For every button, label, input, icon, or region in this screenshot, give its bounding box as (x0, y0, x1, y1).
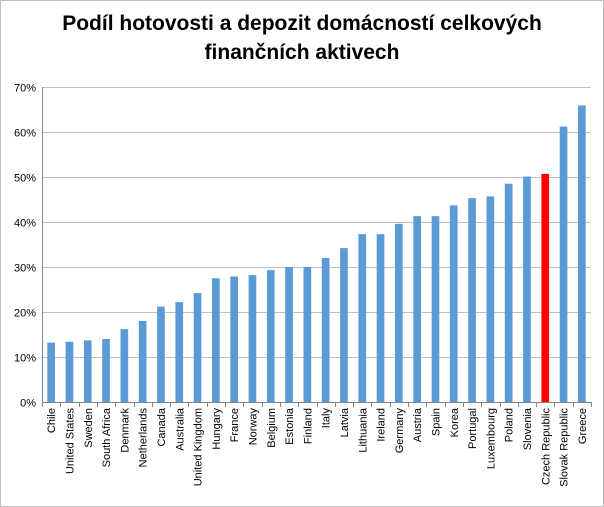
bars (47, 105, 586, 402)
x-category-label: Canada (156, 407, 168, 446)
x-category-label: Portugal (467, 408, 479, 449)
y-tick-label: 60% (14, 128, 36, 140)
bar (395, 223, 403, 402)
bar (504, 183, 513, 402)
chart-title: Podíl hotovosti a depozit domácností cel… (1, 9, 603, 67)
bar (578, 105, 586, 402)
bar (413, 216, 421, 402)
x-category-label: United States (64, 408, 76, 475)
x-category-label: Italy (321, 408, 333, 429)
bar (138, 321, 147, 402)
x-category-label: Greece (577, 408, 589, 444)
axes (42, 87, 592, 407)
x-category-label: Sweden (83, 408, 95, 448)
bar (358, 234, 367, 402)
bar (230, 276, 238, 402)
x-axis-category-labels: Chile United States Sweden South Africa Denm… (46, 407, 589, 487)
bar (65, 341, 74, 402)
x-category-label: Spain (430, 408, 442, 436)
x-category-label: Slovenia (522, 407, 534, 450)
bar (47, 342, 55, 402)
x-category-label: Lithuania (357, 407, 369, 453)
bar (303, 267, 312, 402)
bar (212, 278, 220, 402)
x-category-label: Poland (504, 408, 516, 442)
y-tick-label: 20% (14, 308, 36, 320)
bar (175, 302, 184, 402)
bar (266, 270, 275, 402)
x-category-label: Latvia (339, 407, 351, 437)
x-category-label: Norway (247, 408, 259, 446)
x-category-label: Ireland (376, 408, 388, 442)
y-tick-label: 70% (14, 83, 36, 95)
x-category-label: Belgium (266, 408, 278, 448)
x-category-label: Chile (46, 408, 58, 433)
bar (120, 329, 129, 402)
bar (102, 339, 110, 402)
bar (83, 340, 92, 402)
bar (157, 306, 165, 402)
x-category-label: Hungary (211, 408, 223, 450)
y-axis-tick-labels: 0% 10% 20% 30% 40% 50% 60% 70% (14, 83, 36, 410)
x-category-label: Finland (302, 408, 314, 444)
bar (486, 196, 495, 402)
y-tick-label: 30% (14, 263, 36, 275)
bar (376, 234, 385, 402)
bar (559, 126, 568, 402)
x-category-label: Denmark (119, 408, 131, 453)
chart-title-line-1: Podíl hotovosti a depozit domácností cel… (62, 12, 542, 35)
bar (193, 293, 202, 402)
y-tick-label: 10% (14, 353, 36, 365)
bar (285, 267, 293, 402)
bar (449, 205, 458, 402)
bar (340, 248, 348, 402)
y-tick-label: 40% (14, 218, 36, 230)
x-category-label: Australia (174, 407, 186, 451)
x-category-label: Estonia (284, 407, 296, 445)
bar (523, 176, 531, 402)
bar (541, 173, 550, 402)
bar (431, 216, 440, 402)
x-category-label: Netherlands (138, 408, 150, 468)
x-category-label: France (229, 408, 241, 442)
bar (321, 258, 330, 402)
x-category-label: Czech Republic (540, 408, 552, 486)
x-category-label: South Africa (101, 407, 113, 467)
x-category-label: Austria (412, 407, 424, 442)
bar (468, 198, 476, 402)
chart-title-line-2: finančních aktivech (204, 41, 400, 64)
gridlines (42, 87, 591, 358)
x-category-label: Luxembourg (485, 408, 497, 469)
y-tick-label: 0% (20, 398, 36, 410)
x-category-label: Korea (449, 407, 461, 437)
y-tick-label: 50% (14, 173, 36, 185)
x-category-label: United Kingdom (193, 408, 205, 486)
bar (248, 275, 257, 402)
x-category-label: Germany (394, 408, 406, 454)
x-category-label: Slovak Republic (559, 408, 571, 487)
